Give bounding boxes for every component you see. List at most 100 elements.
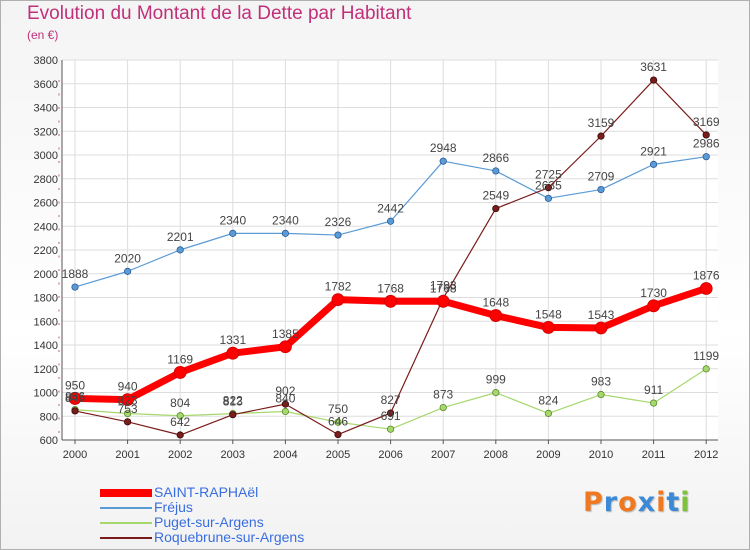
data-point <box>68 392 82 405</box>
data-point <box>702 131 710 139</box>
y-tick-label: 3600 <box>34 79 58 91</box>
y-tick-label: 1600 <box>34 316 58 328</box>
x-tick-label: 2006 <box>378 449 402 461</box>
data-point <box>594 321 608 335</box>
y-tick-label: 3400 <box>34 103 58 115</box>
data-label: 827 <box>381 393 401 407</box>
y-tick-label: 2200 <box>34 245 58 257</box>
data-label: 646 <box>328 415 348 429</box>
axes: 600 800 1000 1200 1400 1600 1800 2000 2200 2400 26… <box>34 55 719 461</box>
data-label: 2549 <box>482 189 509 203</box>
data-label: 642 <box>170 415 190 429</box>
data-label: 2986 <box>693 137 720 151</box>
data-point <box>702 153 710 161</box>
x-tick-label: 2010 <box>589 449 613 461</box>
data-label: 940 <box>118 380 138 394</box>
data-point <box>649 399 658 407</box>
data-point <box>544 194 553 202</box>
y-tick-label: 2000 <box>34 269 58 281</box>
data-label: 1888 <box>62 267 89 281</box>
data-label: 2709 <box>588 170 615 184</box>
data-point <box>229 229 237 237</box>
data-point <box>436 294 450 308</box>
data-point <box>124 267 132 275</box>
unit-label: (en €) <box>27 28 59 42</box>
data-label: 2326 <box>325 215 352 229</box>
legend-swatch <box>100 507 152 509</box>
y-tick-label: 3200 <box>34 126 58 138</box>
data-point <box>597 132 605 140</box>
data-label: 3169 <box>693 115 720 129</box>
y-tick-label: 2800 <box>34 174 58 186</box>
data-point <box>439 403 447 412</box>
data-point <box>278 340 292 354</box>
legend-label: Puget-sur-Argens <box>154 514 264 530</box>
data-label: 1782 <box>325 280 352 294</box>
data-point <box>331 293 345 307</box>
data-label: 902 <box>275 384 295 398</box>
legend-swatch <box>100 537 152 539</box>
data-label: 750 <box>328 402 348 416</box>
data-label: 983 <box>591 375 611 389</box>
data-label: 856 <box>65 390 85 404</box>
data-label: 873 <box>433 388 453 402</box>
data-label: 2442 <box>377 201 404 215</box>
y-tick-label: 2400 <box>34 221 58 233</box>
data-label: 3159 <box>588 116 615 130</box>
data-point <box>492 389 500 397</box>
x-tick-label: 2007 <box>431 449 455 461</box>
data-point <box>124 418 132 426</box>
y-tick-label: 1000 <box>34 388 58 400</box>
y-tick-label: 1200 <box>34 364 58 376</box>
legend-swatch <box>100 522 152 524</box>
data-label: 1793 <box>430 278 457 292</box>
data-label: 1648 <box>482 296 509 310</box>
x-tick-label: 2002 <box>168 449 192 461</box>
x-tick-label: 2008 <box>484 449 508 461</box>
data-label: 2340 <box>219 213 246 227</box>
data-label: 804 <box>170 396 190 410</box>
data-label: 1768 <box>377 281 404 295</box>
data-point <box>597 185 605 194</box>
data-label: 824 <box>538 393 558 407</box>
data-point <box>386 425 395 433</box>
chart-title: Evolution du Montant de la Dette par Hab… <box>27 3 412 24</box>
data-label: 1331 <box>219 333 246 347</box>
data-label: 691 <box>381 409 401 423</box>
data-point <box>489 309 503 322</box>
data-label: 1548 <box>535 307 562 321</box>
data-label: 823 <box>118 394 138 408</box>
data-point <box>386 409 395 417</box>
x-tick-label: 2001 <box>115 449 139 461</box>
y-tick-label: 1800 <box>34 293 58 305</box>
data-label: 2635 <box>535 178 562 192</box>
data-labels: 1888 2020 2201 2340 2340 2326 2442 2948 2866 2635… <box>62 60 720 429</box>
data-point <box>229 411 237 419</box>
x-tick-label: 2011 <box>642 449 666 461</box>
data-point <box>334 231 342 239</box>
data-label: 822 <box>223 394 243 408</box>
data-label: 950 <box>65 378 85 392</box>
proxiti-logo: Proxiti <box>583 487 691 518</box>
legend-label: Fréjus <box>154 499 193 515</box>
data-label: 753 <box>118 402 138 416</box>
data-point <box>649 76 658 84</box>
data-label: 2921 <box>640 144 667 158</box>
data-label: 1199 <box>693 349 719 363</box>
data-label: 999 <box>486 373 506 387</box>
data-label: 1876 <box>693 268 720 282</box>
legend-label: SAINT-RAPHAël <box>154 484 259 500</box>
data-point <box>384 294 398 308</box>
data-point <box>334 418 342 426</box>
x-tick-label: 2012 <box>694 449 718 461</box>
data-point <box>597 390 605 399</box>
data-label: 1768 <box>430 281 457 295</box>
data-label: 2725 <box>535 168 562 182</box>
data-label: 2340 <box>272 213 299 227</box>
data-point <box>124 409 132 418</box>
data-point <box>281 229 289 237</box>
data-point <box>544 184 553 192</box>
y-tick-label: 800 <box>40 411 58 423</box>
data-point <box>647 299 660 313</box>
